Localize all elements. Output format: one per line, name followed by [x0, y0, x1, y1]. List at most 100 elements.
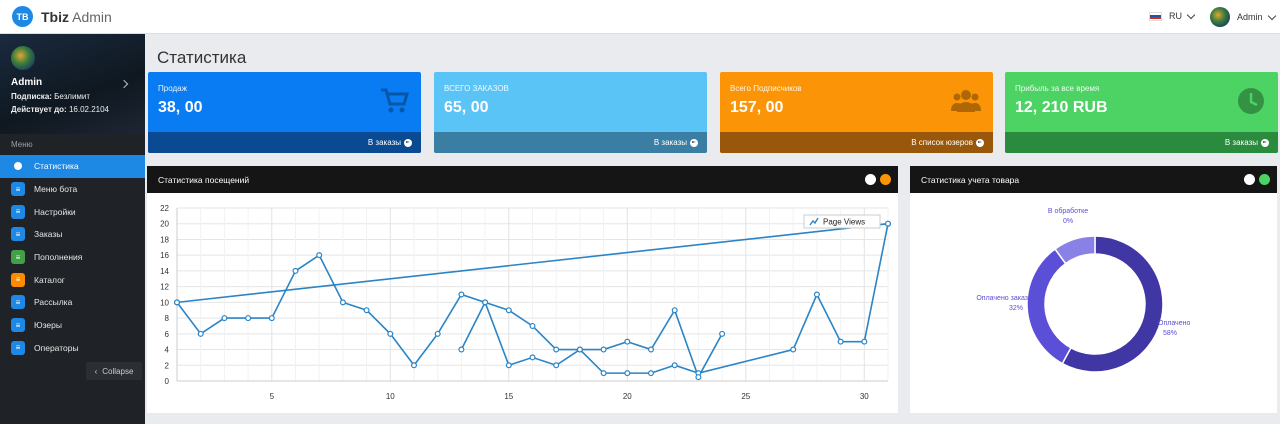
avatar — [1210, 7, 1230, 27]
x-tick-label: 5 — [270, 392, 275, 401]
stat-card-label: ВСЕГО ЗАКАЗОВ — [444, 84, 509, 93]
send-icon: ≡ — [11, 295, 25, 310]
data-point — [363, 307, 370, 314]
visits-panel: Статистика посещений 0 2 4 6 8 10 12 14 16 18 20 22… — [147, 166, 898, 413]
sidebar-item-label: Настройки — [34, 206, 76, 217]
users-group-icon — [951, 90, 981, 112]
cart-icon — [381, 88, 409, 113]
stat-card-label: Продаж — [158, 84, 187, 93]
stat-card-link[interactable]: В заказы — [1005, 132, 1278, 153]
stat-card-link[interactable]: В заказы — [148, 132, 421, 153]
russia-flag-icon — [1149, 11, 1162, 21]
sidebar-item-label: Рассылка — [34, 297, 73, 308]
menu-title: Меню — [11, 140, 33, 149]
stat-card-link-label: В заказы — [1224, 138, 1258, 147]
arrow-right-icon — [690, 138, 698, 147]
data-point — [600, 370, 607, 377]
legend-label: Page Views — [823, 218, 865, 227]
sidebar-item-catalog[interactable]: ≡ Каталог — [0, 268, 145, 291]
data-point — [174, 299, 181, 306]
stat-card-label: Прибыль за все время — [1015, 84, 1100, 93]
donut-slice — [1053, 235, 1096, 265]
stat-card-value: 38, 00 — [158, 99, 203, 116]
stat-card-value: 157, 00 — [730, 99, 784, 116]
y-tick-label: 0 — [165, 377, 170, 386]
sidebar-item-orders[interactable]: ≡ Заказы — [0, 223, 145, 246]
page-title: Статистика — [157, 48, 247, 67]
chevron-down-icon — [1267, 11, 1276, 20]
stat-card-body: Продаж 38, 00 — [148, 72, 421, 132]
sidebar-menu: Статистика ≡ Меню бота ≡ Настройки ≡ Заказы ≡ По… — [0, 155, 145, 359]
refill-icon: ≡ — [11, 250, 25, 265]
slice-percent: 0% — [1063, 218, 1073, 225]
y-tick-label: 8 — [165, 314, 170, 323]
user-name: Admin — [1237, 12, 1263, 22]
collapse-label: Collapse — [102, 366, 134, 376]
visits-panel-title: Статистика посещений — [158, 174, 250, 185]
y-tick-label: 14 — [160, 267, 169, 276]
stat-card-body: Всего Подписчиков 157, 00 — [720, 72, 993, 132]
donut-slice — [1026, 247, 1072, 365]
sidebar-item-label: Меню бота — [34, 184, 78, 195]
data-point — [576, 346, 583, 353]
language-label: RU — [1169, 11, 1182, 21]
subscription-label: Подписка: — [11, 92, 52, 101]
data-point — [245, 315, 252, 322]
refresh-icon[interactable] — [1259, 174, 1270, 185]
data-point — [600, 346, 607, 353]
top-bar: TB Tbiz Admin RU Admin — [0, 0, 1280, 34]
orders-icon: ≡ — [11, 227, 25, 242]
slice-percent: 32% — [1009, 305, 1023, 312]
visits-line-chart: 0 2 4 6 8 10 12 14 16 18 20 22 5 10 15 20 25 30 Page Views — [160, 204, 891, 401]
catalog-icon: ≡ — [11, 272, 25, 287]
stat-card-link[interactable]: В заказы — [434, 132, 707, 153]
series-line — [460, 300, 723, 380]
brand-name: Tbiz Admin — [41, 9, 112, 25]
data-point — [505, 362, 512, 369]
subscription-value: Безлимит — [54, 92, 91, 101]
stat-card-link[interactable]: В список юзеров — [720, 132, 993, 153]
data-point — [316, 252, 323, 259]
data-point — [221, 315, 228, 322]
stat-card-value: 12, 210 RUB — [1015, 99, 1108, 116]
stat-card: Всего Подписчиков 157, 00 В список юзеров — [720, 72, 993, 153]
brand[interactable]: TB Tbiz Admin — [12, 6, 112, 27]
data-point — [671, 362, 678, 369]
sidebar-item-send[interactable]: ≡ Рассылка — [0, 291, 145, 314]
sidebar-item-stats[interactable]: Статистика — [0, 155, 145, 178]
x-tick-label: 20 — [623, 392, 632, 401]
arrow-right-icon — [404, 138, 412, 147]
sidebar-item-users[interactable]: ≡ Юзеры — [0, 314, 145, 337]
expand-icon[interactable] — [1244, 174, 1255, 185]
sidebar-item-operator[interactable]: ≡ Операторы — [0, 337, 145, 360]
expand-icon[interactable] — [865, 174, 876, 185]
y-tick-label: 18 — [160, 235, 169, 244]
users-icon: ≡ — [11, 318, 25, 333]
collapse-button[interactable]: ‹ Collapse — [86, 362, 142, 380]
y-tick-label: 10 — [160, 298, 169, 307]
chevron-left-icon: ‹ — [94, 366, 98, 376]
data-point — [624, 370, 631, 377]
data-point — [648, 346, 655, 353]
slice-label: В обработке — [1048, 207, 1088, 215]
sidebar-item-refill[interactable]: ≡ Пополнения — [0, 246, 145, 269]
data-point — [861, 338, 868, 345]
user-menu[interactable]: Admin — [1210, 7, 1276, 27]
data-point — [505, 307, 512, 314]
slice-label: Оплачено — [1158, 320, 1190, 327]
sidebar-item-gear[interactable]: ≡ Настройки — [0, 200, 145, 223]
sidebar-item-list[interactable]: ≡ Меню бота — [0, 178, 145, 201]
clock-icon — [1238, 88, 1264, 114]
valid-until-line: Действует до: 16.02.2104 — [11, 105, 134, 114]
stat-card-value: 65, 00 — [444, 99, 489, 116]
x-tick-label: 30 — [860, 392, 869, 401]
language-selector[interactable]: RU — [1149, 10, 1196, 21]
sidebar: Admin Подписка: Безлимит Действует до: 1… — [0, 34, 145, 424]
sidebar-item-label: Юзеры — [34, 320, 62, 331]
series-line — [176, 222, 889, 304]
series-line — [176, 223, 889, 374]
legend-box — [803, 214, 881, 229]
minimize-icon[interactable] — [880, 174, 891, 185]
stat-card-label: Всего Подписчиков — [730, 84, 802, 93]
data-point — [695, 374, 702, 381]
